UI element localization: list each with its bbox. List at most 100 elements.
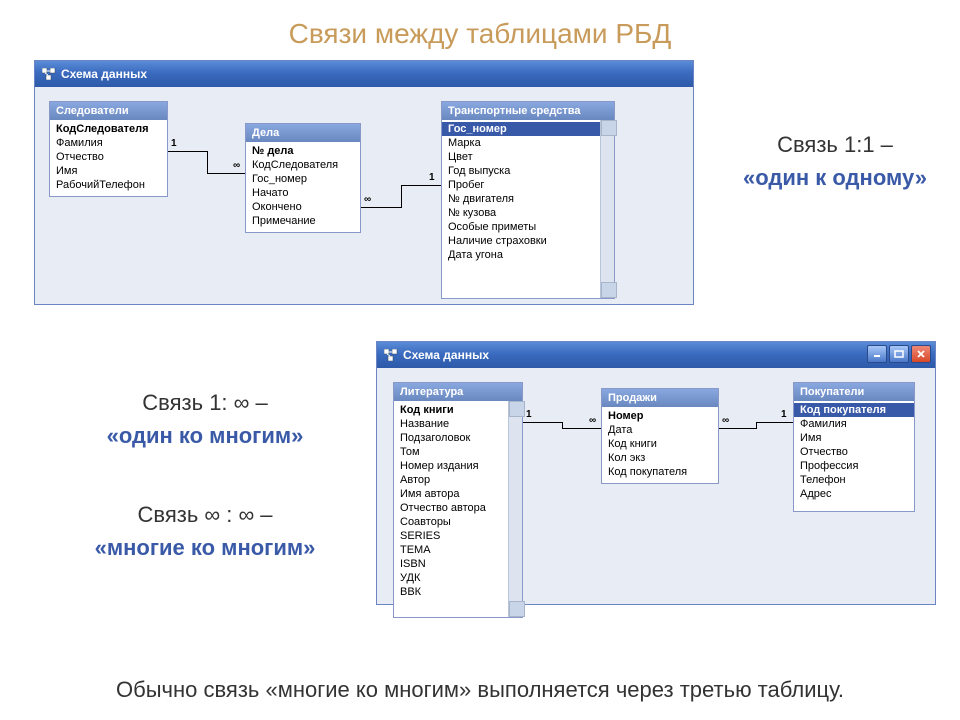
scrollbar[interactable] <box>508 401 522 617</box>
schema-window-1: Схема данныхСледователиКодСледователяФам… <box>34 60 694 305</box>
table-field[interactable]: ВВК <box>394 585 508 599</box>
relationship-line <box>401 185 402 208</box>
table-field[interactable]: КодСледователя <box>50 122 167 136</box>
table-field[interactable]: ТЕМА <box>394 543 508 557</box>
table-field[interactable]: Окончено <box>246 200 360 214</box>
table-header[interactable]: Литература <box>394 383 522 401</box>
table-field[interactable]: Номер издания <box>394 459 508 473</box>
table-field[interactable]: Марка <box>442 136 600 150</box>
relationship-cardinality: 1 <box>429 172 435 183</box>
table-field[interactable]: Код книги <box>394 403 508 417</box>
relationship-cardinality: ∞ <box>364 194 371 205</box>
window-controls <box>867 345 931 363</box>
table-field[interactable]: Год выпуска <box>442 164 600 178</box>
table-field[interactable]: Телефон <box>794 473 914 487</box>
caption-11-label: Связь 1:1 – <box>777 132 893 157</box>
table-field[interactable]: ISBN <box>394 557 508 571</box>
table-field[interactable]: Номер <box>602 409 718 423</box>
table-field-list: № делаКодСледователяГос_номерНачатоОконч… <box>246 142 360 230</box>
min-button[interactable] <box>867 345 887 363</box>
table-field[interactable]: № кузова <box>442 206 600 220</box>
table-field[interactable]: SERIES <box>394 529 508 543</box>
table-header[interactable]: Покупатели <box>794 383 914 401</box>
table-field[interactable]: Соавторы <box>394 515 508 529</box>
relationship-line <box>756 422 757 429</box>
table-field[interactable]: Кол экз <box>602 451 718 465</box>
caption-1n-label: Связь 1: ∞ – <box>142 390 267 415</box>
table-field[interactable]: Профессия <box>794 459 914 473</box>
close-button[interactable] <box>911 345 931 363</box>
table-field-list: НомерДатаКод книгиКол экзКод покупателя <box>602 407 718 481</box>
db-table[interactable]: ПокупателиКод покупателяФамилияИмяОтчест… <box>793 382 915 512</box>
schema-window-2: Схема данныхЛитератураКод книгиНазваниеП… <box>376 341 936 605</box>
caption-11-name: «один к одному» <box>743 165 927 190</box>
max-button[interactable] <box>889 345 909 363</box>
db-table[interactable]: Дела№ делаКодСледователяГос_номерНачатоО… <box>245 123 361 233</box>
table-header[interactable]: Дела <box>246 124 360 142</box>
caption-1n-name: «один ко многим» <box>107 423 304 448</box>
scrollbar[interactable] <box>600 120 614 298</box>
table-field[interactable]: Имя автора <box>394 487 508 501</box>
caption-nn-name: «многие ко многим» <box>95 535 316 560</box>
table-field[interactable]: Код покупателя <box>602 465 718 479</box>
table-field-list: Гос_номерМаркаЦветГод выпускаПробег№ дви… <box>442 120 614 264</box>
table-field[interactable]: Название <box>394 417 508 431</box>
relationship-line <box>756 422 793 423</box>
relationship-line <box>168 151 207 152</box>
window-title-text: Схема данных <box>61 67 147 81</box>
table-field[interactable]: Наличие страховки <box>442 234 600 248</box>
table-field-list: Код книгиНазваниеПодзаголовокТомНомер из… <box>394 401 522 601</box>
table-field[interactable]: Имя <box>794 431 914 445</box>
db-table[interactable]: ЛитератураКод книгиНазваниеПодзаголовокТ… <box>393 382 523 618</box>
table-field[interactable]: Код книги <box>602 437 718 451</box>
page-title: Связи между таблицами РБД <box>0 0 960 62</box>
workspace: ЛитератураКод книгиНазваниеПодзаголовокТ… <box>377 368 935 604</box>
table-field[interactable]: Особые приметы <box>442 220 600 234</box>
table-field[interactable]: Гос_номер <box>246 172 360 186</box>
table-field[interactable]: Адрес <box>794 487 914 501</box>
window-titlebar[interactable]: Схема данных <box>377 342 935 368</box>
table-field[interactable]: Фамилия <box>50 136 167 150</box>
relationship-line <box>523 422 562 423</box>
caption-one-to-one: Связь 1:1 – «один к одному» <box>720 128 950 194</box>
relationship-line <box>719 428 756 429</box>
table-field[interactable]: РабочийТелефон <box>50 178 167 192</box>
relationship-line <box>361 207 401 208</box>
db-table[interactable]: ПродажиНомерДатаКод книгиКол экзКод поку… <box>601 388 719 484</box>
table-field[interactable]: Примечание <box>246 214 360 228</box>
table-field[interactable]: Цвет <box>442 150 600 164</box>
table-field-list: Код покупателяФамилияИмяОтчествоПрофесси… <box>794 401 914 503</box>
relationship-line <box>562 428 601 429</box>
relationship-cardinality: ∞ <box>722 415 729 426</box>
table-field[interactable]: Отчество <box>50 150 167 164</box>
table-field[interactable]: Фамилия <box>794 417 914 431</box>
db-table[interactable]: Транспортные средстваГос_номерМаркаЦветГ… <box>441 101 615 299</box>
relationship-cardinality: 1 <box>171 138 177 149</box>
db-table[interactable]: СледователиКодСледователяФамилияОтчество… <box>49 101 168 197</box>
table-field-list: КодСледователяФамилияОтчествоИмяРабочийТ… <box>50 120 167 194</box>
table-header[interactable]: Продажи <box>602 389 718 407</box>
table-field[interactable]: Дата <box>602 423 718 437</box>
table-field[interactable]: Гос_номер <box>442 122 600 136</box>
table-field[interactable]: УДК <box>394 571 508 585</box>
table-field[interactable]: КодСледователя <box>246 158 360 172</box>
table-field[interactable]: № двигателя <box>442 192 600 206</box>
table-field[interactable]: Автор <box>394 473 508 487</box>
table-field[interactable]: Имя <box>50 164 167 178</box>
window-titlebar[interactable]: Схема данных <box>35 61 693 87</box>
table-field[interactable]: Том <box>394 445 508 459</box>
table-field[interactable]: Дата угона <box>442 248 600 262</box>
table-field[interactable]: Начато <box>246 186 360 200</box>
caption-one-to-many: Связь 1: ∞ – «один ко многим» <box>50 386 360 452</box>
table-field[interactable]: Код покупателя <box>794 403 914 417</box>
table-field[interactable]: № дела <box>246 144 360 158</box>
table-field[interactable]: Отчество <box>794 445 914 459</box>
workspace: СледователиКодСледователяФамилияОтчество… <box>35 87 693 304</box>
table-field[interactable]: Отчество автора <box>394 501 508 515</box>
table-header[interactable]: Транспортные средства <box>442 102 614 120</box>
table-header[interactable]: Следователи <box>50 102 167 120</box>
table-field[interactable]: Подзаголовок <box>394 431 508 445</box>
table-field[interactable]: Пробег <box>442 178 600 192</box>
footer-a: Обычно связь <box>116 677 266 702</box>
caption-many-to-many: Связь ∞ : ∞ – «многие ко многим» <box>50 498 360 564</box>
